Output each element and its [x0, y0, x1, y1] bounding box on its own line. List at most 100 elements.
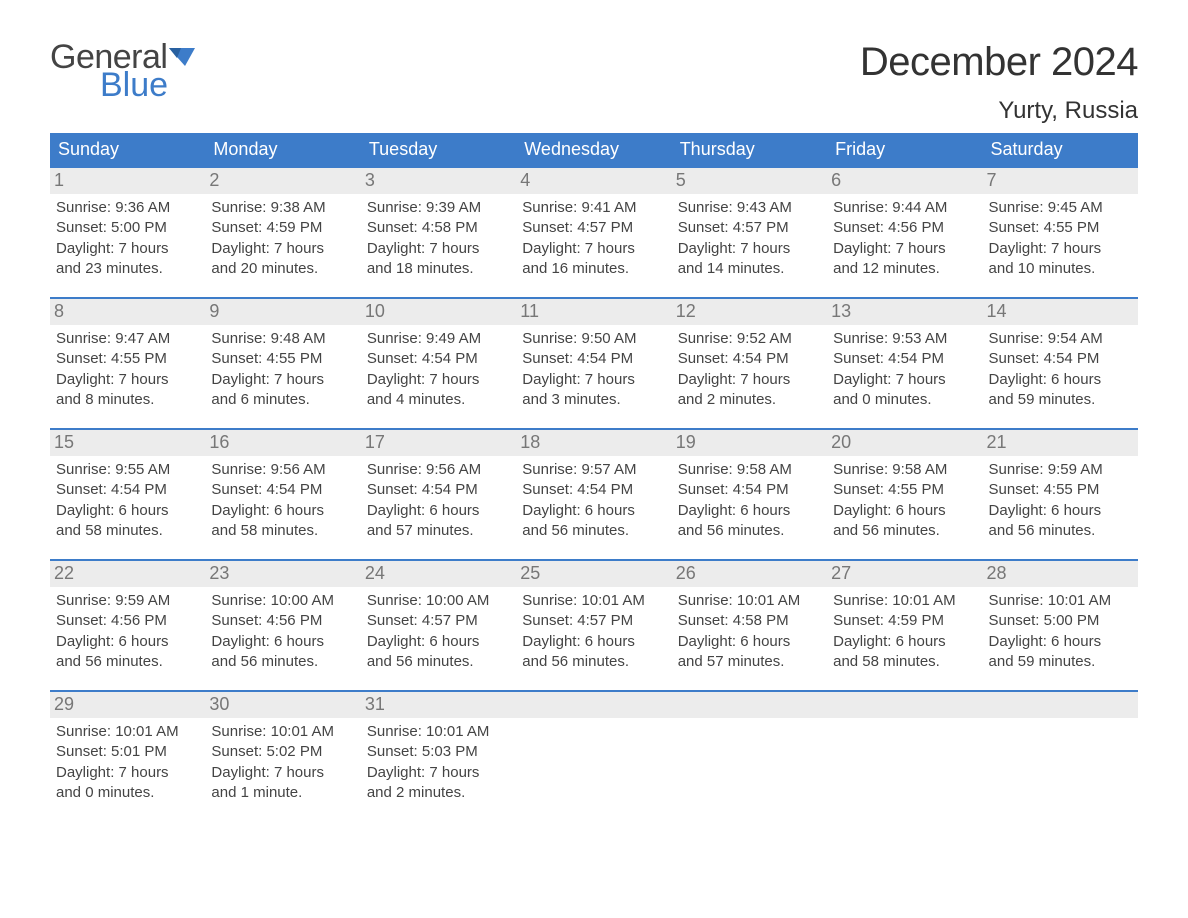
day-number: 9: [205, 299, 360, 325]
calendar-day: 5Sunrise: 9:43 AMSunset: 4:57 PMDaylight…: [672, 168, 827, 287]
calendar-day: 30 Sunrise: 10:01 AMSunset: 5:02 PMDaylig…: [205, 692, 360, 811]
day-info: Sunrise: 10:01 AMSunset: 4:58 PMDaylight…: [678, 591, 821, 672]
month-title: December 2024: [860, 40, 1138, 85]
day-info: Sunrise: 9:45 AMSunset: 4:55 PMDaylight:…: [989, 198, 1132, 279]
day-info: Sunrise: 9:59 AMSunset: 4:56 PMDaylight:…: [56, 591, 199, 672]
calendar-day: 12 Sunrise: 9:52 AMSunset: 4:54 PMDayligh…: [672, 299, 827, 418]
dow-cell: Saturday: [983, 133, 1138, 168]
calendar-week: 15 Sunrise: 9:55 AMSunset: 4:54 PMDayligh…: [50, 428, 1138, 549]
calendar-day: 19 Sunrise: 9:58 AMSunset: 4:54 PMDayligh…: [672, 430, 827, 549]
calendar-week: 8Sunrise: 9:47 AMSunset: 4:55 PMDaylight…: [50, 297, 1138, 418]
dow-cell: Tuesday: [361, 133, 516, 168]
calendar-day: 4Sunrise: 9:41 AMSunset: 4:57 PMDaylight…: [516, 168, 671, 287]
day-info: Sunrise: 9:55 AMSunset: 4:54 PMDaylight:…: [56, 460, 199, 541]
header: General Blue December 2024 Yurty, Russia: [50, 40, 1138, 125]
calendar-day: 8Sunrise: 9:47 AMSunset: 4:55 PMDaylight…: [50, 299, 205, 418]
dow-cell: Monday: [205, 133, 360, 168]
day-number: 13: [827, 299, 982, 325]
day-number: 15: [50, 430, 205, 456]
day-number: 8: [50, 299, 205, 325]
calendar-day: 10 Sunrise: 9:49 AMSunset: 4:54 PMDayligh…: [361, 299, 516, 418]
day-info: Sunrise: 9:57 AMSunset: 4:54 PMDaylight:…: [522, 460, 665, 541]
day-number: 3: [361, 168, 516, 194]
day-number: 2: [205, 168, 360, 194]
day-number: 31: [361, 692, 516, 718]
day-number: 7: [983, 168, 1138, 194]
calendar-day: 17 Sunrise: 9:56 AMSunset: 4:54 PMDayligh…: [361, 430, 516, 549]
day-info: Sunrise: 9:36 AMSunset: 5:00 PMDaylight:…: [56, 198, 199, 279]
day-number: 12: [672, 299, 827, 325]
day-info: Sunrise: 9:56 AMSunset: 4:54 PMDaylight:…: [367, 460, 510, 541]
day-info: Sunrise: 9:59 AMSunset: 4:55 PMDaylight:…: [989, 460, 1132, 541]
day-info: Sunrise: 10:01 AMSunset: 4:59 PMDaylight…: [833, 591, 976, 672]
day-info: Sunrise: 9:41 AMSunset: 4:57 PMDaylight:…: [522, 198, 665, 279]
day-info: Sunrise: 10:00 AMSunset: 4:57 PMDaylight…: [367, 591, 510, 672]
day-number: 27: [827, 561, 982, 587]
day-number: 26: [672, 561, 827, 587]
day-number: 25: [516, 561, 671, 587]
day-number: 21: [983, 430, 1138, 456]
day-info: Sunrise: 10:00 AMSunset: 4:56 PMDaylight…: [211, 591, 354, 672]
day-number: 11: [516, 299, 671, 325]
day-number: [516, 692, 671, 718]
calendar-day: [516, 692, 671, 811]
day-info: Sunrise: 9:56 AMSunset: 4:54 PMDaylight:…: [211, 460, 354, 541]
day-info: Sunrise: 9:44 AMSunset: 4:56 PMDaylight:…: [833, 198, 976, 279]
calendar-day: 25 Sunrise: 10:01 AMSunset: 4:57 PMDaylig…: [516, 561, 671, 680]
location: Yurty, Russia: [860, 97, 1138, 125]
day-info: Sunrise: 9:38 AMSunset: 4:59 PMDaylight:…: [211, 198, 354, 279]
day-of-week-header: SundayMondayTuesdayWednesdayThursdayFrid…: [50, 133, 1138, 168]
brand-word-2: Blue: [100, 68, 199, 102]
day-info: Sunrise: 9:58 AMSunset: 4:54 PMDaylight:…: [678, 460, 821, 541]
day-info: Sunrise: 9:53 AMSunset: 4:54 PMDaylight:…: [833, 329, 976, 410]
day-number: [983, 692, 1138, 718]
day-info: Sunrise: 9:54 AMSunset: 4:54 PMDaylight:…: [989, 329, 1132, 410]
day-number: 24: [361, 561, 516, 587]
calendar-day: 18Sunrise: 9:57 AMSunset: 4:54 PMDayligh…: [516, 430, 671, 549]
calendar-day: 20 Sunrise: 9:58 AMSunset: 4:55 PMDayligh…: [827, 430, 982, 549]
day-info: Sunrise: 9:58 AMSunset: 4:55 PMDaylight:…: [833, 460, 976, 541]
day-info: Sunrise: 9:50 AMSunset: 4:54 PMDaylight:…: [522, 329, 665, 410]
calendar-day: 7 Sunrise: 9:45 AMSunset: 4:55 PMDaylight…: [983, 168, 1138, 287]
calendar-day: 28Sunrise: 10:01 AMSunset: 5:00 PMDaylig…: [983, 561, 1138, 680]
day-number: 5: [672, 168, 827, 194]
calendar-day: 11 Sunrise: 9:50 AMSunset: 4:54 PMDayligh…: [516, 299, 671, 418]
dow-cell: Friday: [827, 133, 982, 168]
day-info: Sunrise: 10:01 AMSunset: 5:02 PMDaylight…: [211, 722, 354, 803]
day-number: 29: [50, 692, 205, 718]
calendar-day: 23 Sunrise: 10:00 AMSunset: 4:56 PMDaylig…: [205, 561, 360, 680]
calendar-week: 1 Sunrise: 9:36 AMSunset: 5:00 PMDaylight…: [50, 168, 1138, 287]
calendar-day: 2 Sunrise: 9:38 AMSunset: 4:59 PMDaylight…: [205, 168, 360, 287]
calendar-day: 6Sunrise: 9:44 AMSunset: 4:56 PMDaylight…: [827, 168, 982, 287]
calendar-day: 15 Sunrise: 9:55 AMSunset: 4:54 PMDayligh…: [50, 430, 205, 549]
day-info: Sunrise: 9:39 AMSunset: 4:58 PMDaylight:…: [367, 198, 510, 279]
calendar-day: 29 Sunrise: 10:01 AMSunset: 5:01 PMDaylig…: [50, 692, 205, 811]
day-info: Sunrise: 9:48 AMSunset: 4:55 PMDaylight:…: [211, 329, 354, 410]
day-number: 23: [205, 561, 360, 587]
day-info: Sunrise: 10:01 AMSunset: 4:57 PMDaylight…: [522, 591, 665, 672]
day-number: [827, 692, 982, 718]
calendar-day: 21 Sunrise: 9:59 AMSunset: 4:55 PMDayligh…: [983, 430, 1138, 549]
day-info: Sunrise: 10:01 AMSunset: 5:01 PMDaylight…: [56, 722, 199, 803]
calendar-day: 16Sunrise: 9:56 AMSunset: 4:54 PMDayligh…: [205, 430, 360, 549]
calendar-day: [827, 692, 982, 811]
day-info: Sunrise: 10:01 AMSunset: 5:00 PMDaylight…: [989, 591, 1132, 672]
calendar-day: 22Sunrise: 9:59 AMSunset: 4:56 PMDayligh…: [50, 561, 205, 680]
day-number: 20: [827, 430, 982, 456]
day-number: 1: [50, 168, 205, 194]
calendar-week: 29 Sunrise: 10:01 AMSunset: 5:01 PMDaylig…: [50, 690, 1138, 811]
day-number: 10: [361, 299, 516, 325]
day-number: 19: [672, 430, 827, 456]
day-number: [672, 692, 827, 718]
day-number: 14: [983, 299, 1138, 325]
day-info: Sunrise: 9:49 AMSunset: 4:54 PMDaylight:…: [367, 329, 510, 410]
calendar-day: 31Sunrise: 10:01 AMSunset: 5:03 PMDaylig…: [361, 692, 516, 811]
calendar-day: 1 Sunrise: 9:36 AMSunset: 5:00 PMDaylight…: [50, 168, 205, 287]
dow-cell: Sunday: [50, 133, 205, 168]
brand-logo: General Blue: [50, 40, 199, 102]
day-info: Sunrise: 9:52 AMSunset: 4:54 PMDaylight:…: [678, 329, 821, 410]
day-number: 30: [205, 692, 360, 718]
day-number: 17: [361, 430, 516, 456]
dow-cell: Wednesday: [516, 133, 671, 168]
calendar-day: 26 Sunrise: 10:01 AMSunset: 4:58 PMDaylig…: [672, 561, 827, 680]
